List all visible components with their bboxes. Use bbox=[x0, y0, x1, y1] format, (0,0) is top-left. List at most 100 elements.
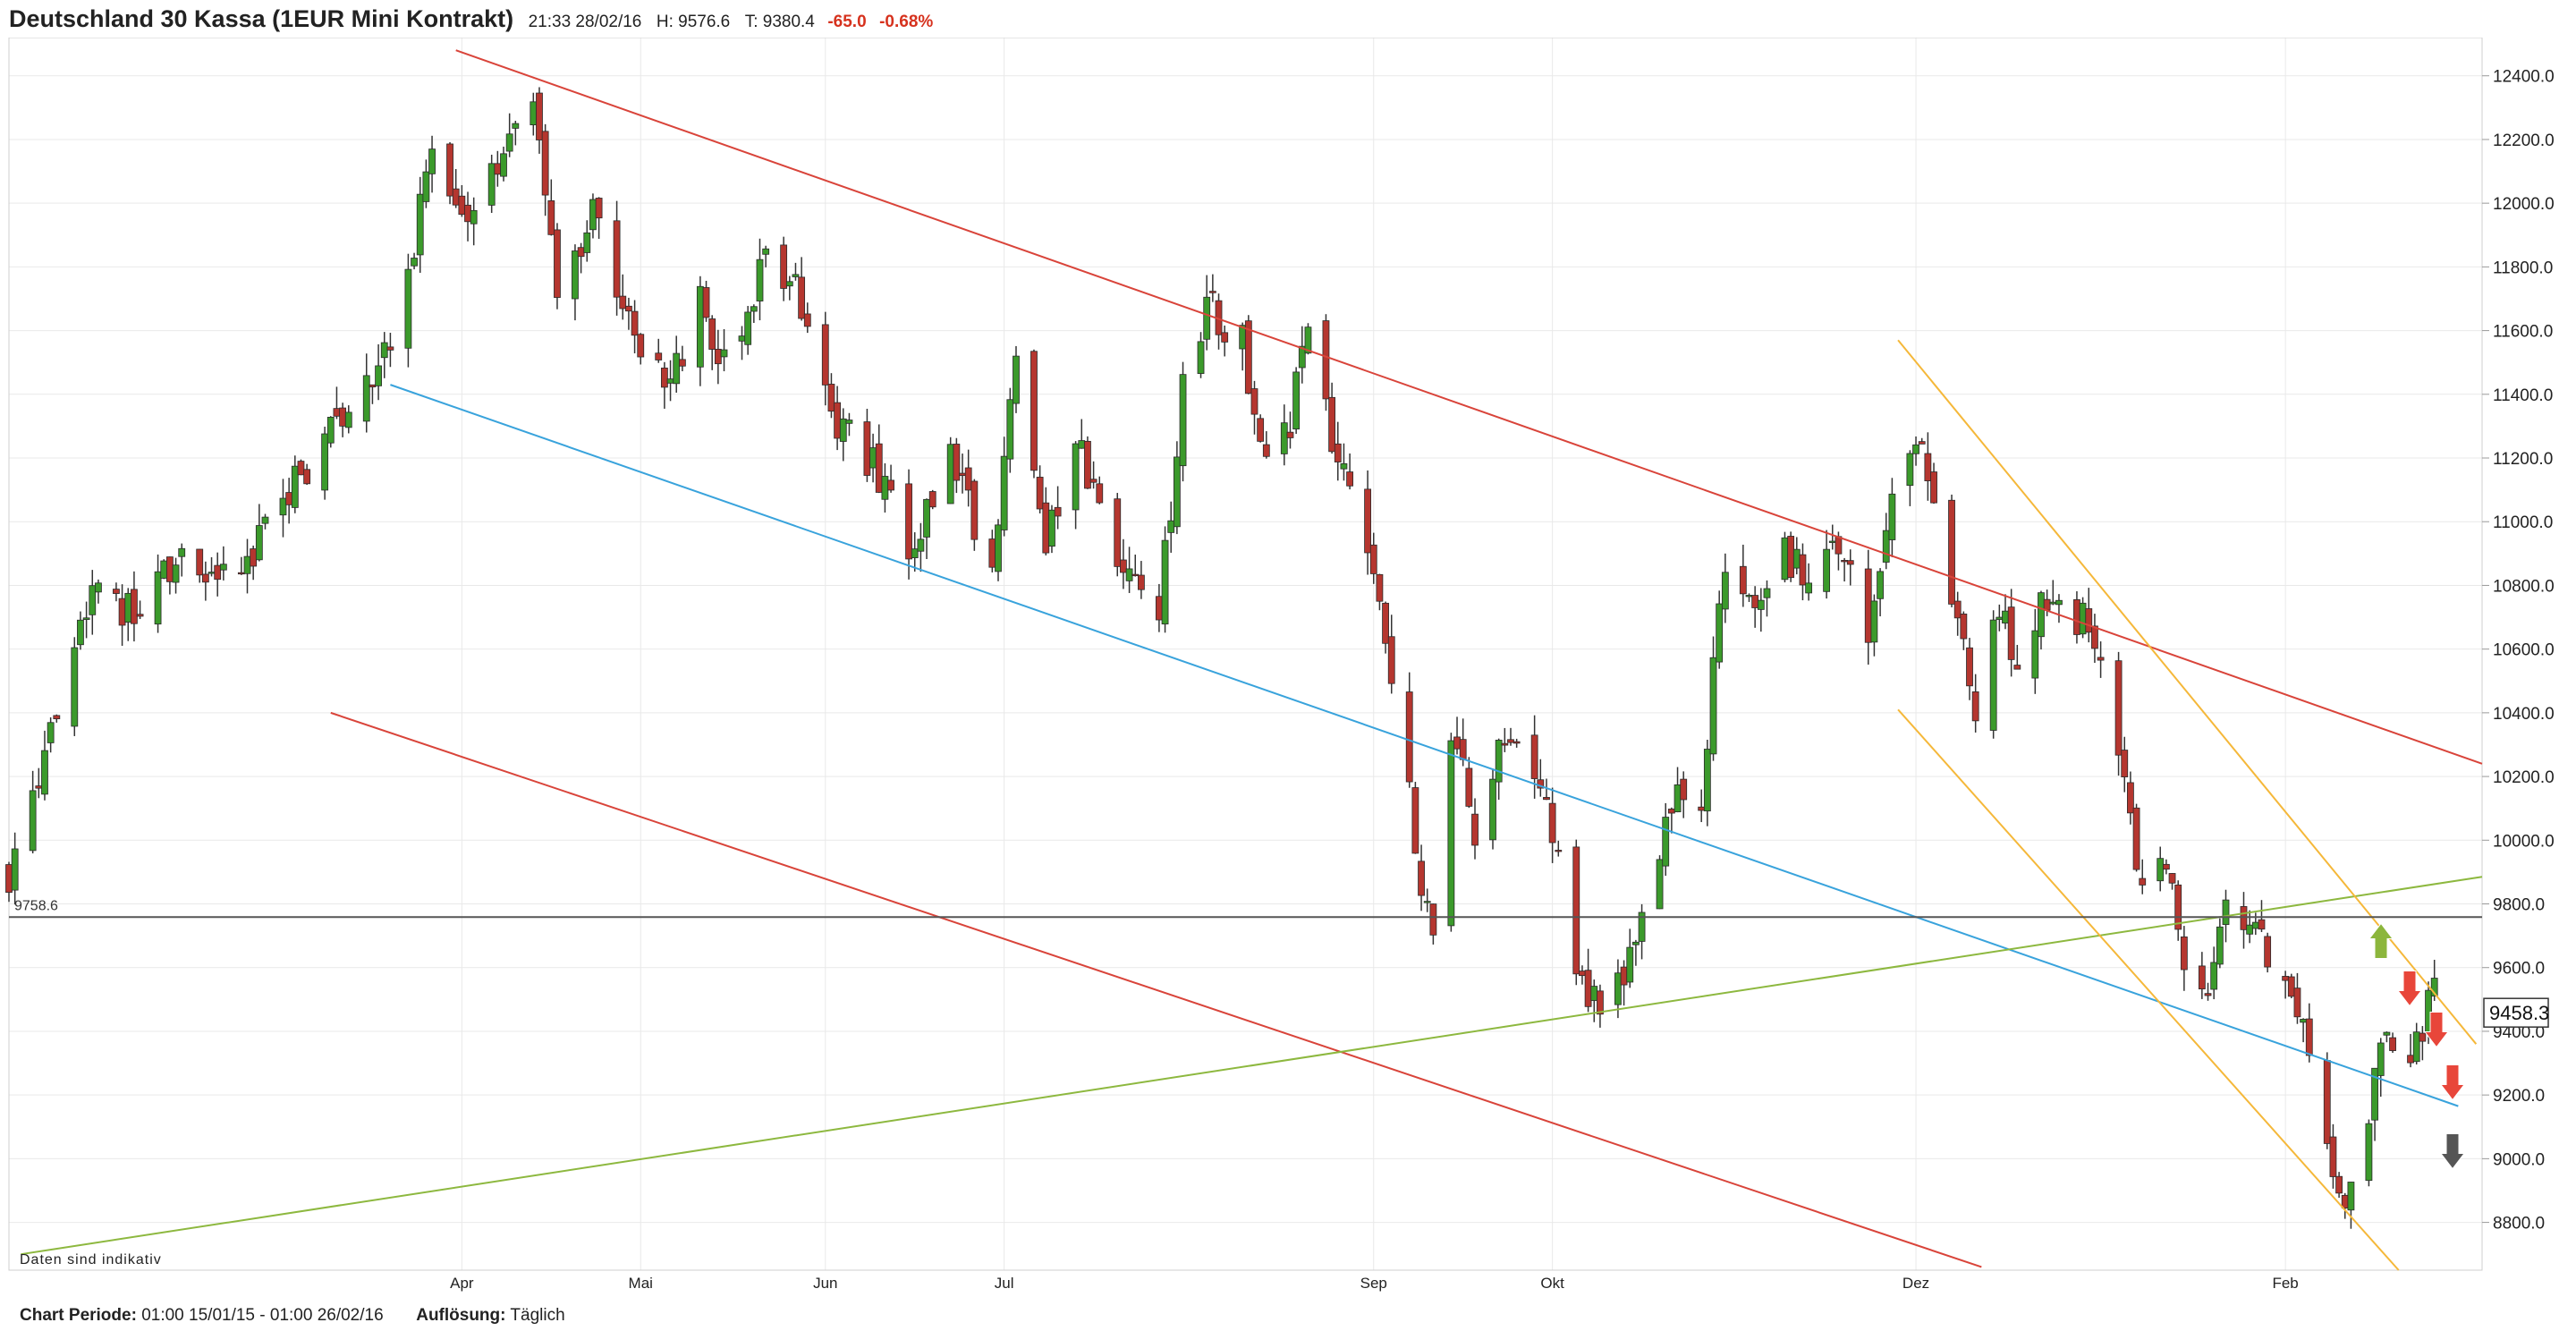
candle bbox=[2371, 1067, 2378, 1141]
candle bbox=[470, 197, 478, 246]
candle bbox=[762, 245, 770, 267]
signal-arrows bbox=[2368, 922, 2466, 1170]
candle bbox=[375, 343, 382, 401]
candle bbox=[554, 223, 561, 309]
candle bbox=[1918, 437, 1926, 445]
candle bbox=[2258, 900, 2266, 932]
candle bbox=[1716, 590, 1724, 669]
candle bbox=[2216, 918, 2224, 969]
candle bbox=[827, 373, 835, 419]
y-tick-label: 11200.0 bbox=[2493, 450, 2553, 469]
candle bbox=[1698, 789, 1706, 823]
trendline-red-channel-lower bbox=[330, 711, 1982, 1268]
candle bbox=[660, 361, 668, 409]
candle bbox=[95, 579, 102, 604]
candle bbox=[1906, 450, 1914, 506]
candle bbox=[1334, 421, 1342, 481]
candle bbox=[1346, 453, 1353, 490]
candle bbox=[2139, 859, 2147, 894]
candle bbox=[1745, 593, 1753, 602]
candle bbox=[1680, 771, 1688, 818]
candle bbox=[1799, 543, 1807, 601]
candle bbox=[2305, 1003, 2313, 1063]
y-tick-label: 9400.0 bbox=[2493, 1023, 2545, 1042]
candle bbox=[905, 469, 912, 580]
candle bbox=[631, 300, 639, 354]
candle bbox=[1989, 610, 1997, 739]
candle bbox=[928, 489, 936, 510]
candle bbox=[530, 92, 538, 136]
candle bbox=[1579, 965, 1586, 985]
candle bbox=[5, 861, 13, 903]
candle bbox=[738, 326, 746, 360]
candle bbox=[386, 333, 394, 368]
candle bbox=[261, 513, 269, 530]
candle bbox=[2079, 597, 2087, 639]
reference-line-label: 9758.6 bbox=[14, 898, 58, 913]
candle bbox=[1823, 530, 1831, 599]
candle bbox=[1471, 798, 1479, 860]
candle bbox=[160, 559, 168, 580]
y-tick-label: 10200.0 bbox=[2493, 768, 2555, 787]
arrow-down-icon bbox=[2439, 1064, 2466, 1101]
resolution-value: Täglich bbox=[510, 1306, 565, 1325]
candle bbox=[1286, 411, 1294, 449]
candle bbox=[154, 554, 162, 633]
y-tick-label: 9000.0 bbox=[2493, 1150, 2545, 1169]
candle bbox=[2204, 982, 2212, 1001]
x-tick-label: Sep bbox=[1360, 1275, 1387, 1292]
candle bbox=[1429, 903, 1437, 945]
candle bbox=[1584, 948, 1592, 1013]
price-text: 9458.3 bbox=[2489, 1002, 2549, 1024]
candle bbox=[2091, 614, 2098, 664]
candle bbox=[291, 455, 299, 513]
candle bbox=[1924, 432, 1932, 501]
candle bbox=[863, 409, 871, 482]
candle bbox=[2323, 1052, 2331, 1149]
candle bbox=[1864, 549, 1872, 665]
candle bbox=[1996, 604, 2004, 632]
candle bbox=[875, 424, 883, 494]
candle bbox=[2055, 594, 2063, 623]
candle bbox=[1203, 275, 1211, 351]
candle bbox=[2246, 910, 2254, 944]
candle bbox=[1513, 738, 1521, 748]
candle bbox=[1971, 674, 1979, 733]
candle bbox=[2347, 1182, 2355, 1229]
candle bbox=[1626, 928, 1634, 988]
candle bbox=[1953, 591, 1962, 636]
candle bbox=[362, 353, 370, 433]
period-label: Chart Periode: bbox=[20, 1306, 137, 1325]
candle bbox=[326, 416, 335, 448]
candle bbox=[452, 169, 460, 208]
candle bbox=[964, 449, 972, 507]
candle bbox=[380, 332, 388, 378]
candle bbox=[178, 543, 186, 577]
candle bbox=[201, 561, 209, 601]
candle bbox=[1888, 478, 1896, 557]
candle bbox=[1507, 727, 1514, 746]
candlestick-chart: 9758.6 12400.0 12200.0 12000.0 11800.0 11600… bbox=[5, 38, 2555, 1292]
candle bbox=[2198, 952, 2206, 999]
candle bbox=[1495, 738, 1503, 801]
candle bbox=[208, 556, 216, 577]
candle bbox=[869, 433, 877, 483]
candle bbox=[2287, 973, 2295, 998]
candle bbox=[1555, 840, 1563, 857]
candle bbox=[1013, 345, 1020, 413]
candle bbox=[2121, 736, 2129, 793]
candle bbox=[1930, 462, 1937, 504]
candle bbox=[2168, 873, 2176, 890]
candle bbox=[1006, 387, 1014, 473]
candle bbox=[2038, 590, 2045, 650]
candle bbox=[1792, 537, 1801, 575]
candle bbox=[1364, 470, 1371, 575]
candle bbox=[1543, 778, 1550, 801]
candle bbox=[595, 197, 603, 239]
candle bbox=[2383, 1031, 2391, 1043]
candle bbox=[500, 146, 507, 182]
candle bbox=[333, 386, 341, 420]
reference-line: 9758.6 bbox=[9, 898, 2482, 919]
candle bbox=[428, 135, 436, 193]
candle bbox=[1084, 436, 1091, 489]
